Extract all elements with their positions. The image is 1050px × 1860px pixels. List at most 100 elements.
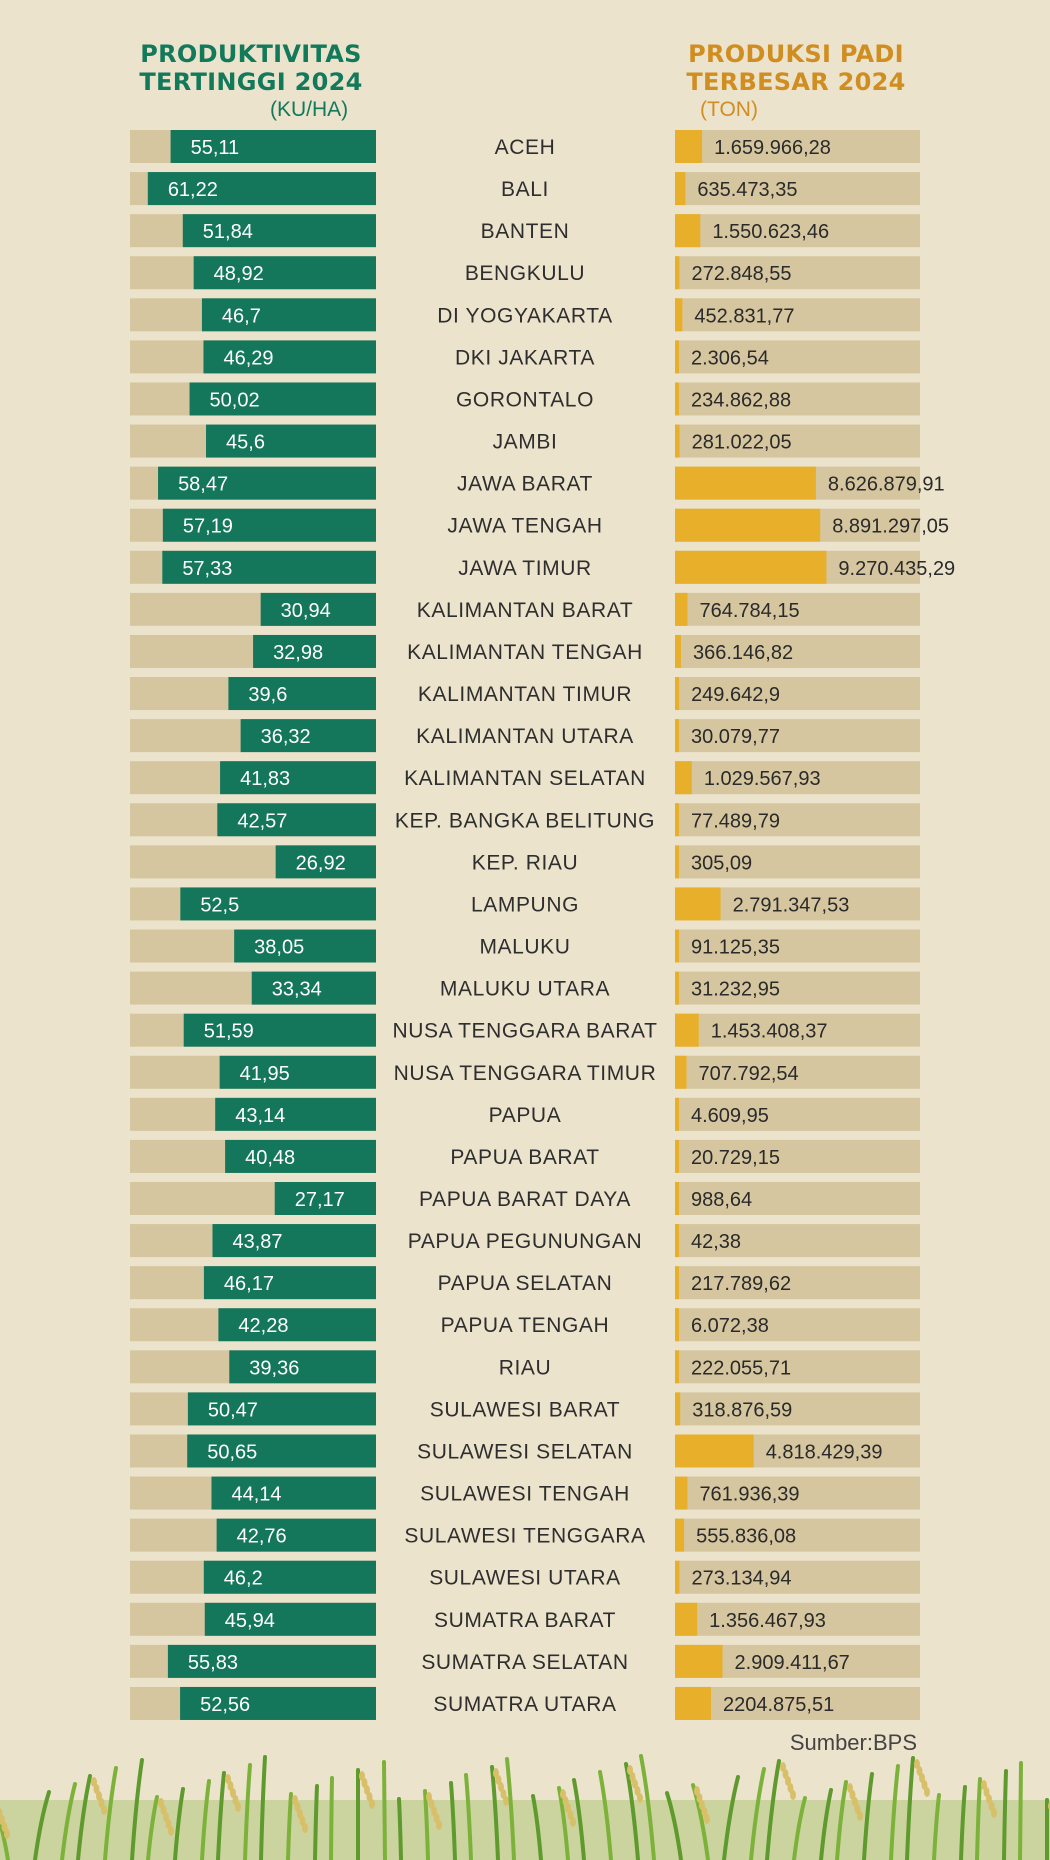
rice-leaf bbox=[313, 1784, 319, 1860]
productivity-bar-jambi bbox=[206, 424, 376, 458]
productivity-bar-kep-bangka-belitung bbox=[217, 803, 376, 837]
productivity-label-riau: 39,36 bbox=[249, 1357, 299, 1379]
production-bar-gorontalo bbox=[675, 382, 679, 416]
province-label-papua: PAPUA bbox=[489, 1104, 562, 1127]
production-track-sumatra-barat bbox=[675, 1602, 920, 1636]
productivity-bar-riau bbox=[229, 1350, 376, 1384]
productivity-title: PRODUKTIVITAS TERTINGGI 2024 bbox=[120, 40, 382, 96]
production-bar-kalimantan-timur bbox=[675, 677, 680, 711]
production-bar-papua-pegunungan bbox=[675, 1224, 679, 1258]
rice-leaf bbox=[932, 1793, 941, 1860]
production-label-kalimantan-selatan: 1.029.567,93 bbox=[704, 768, 821, 790]
productivity-bar-jawa-barat bbox=[158, 466, 376, 500]
rice-grain bbox=[101, 1805, 107, 1815]
production-label-sumatra-selatan: 2.909.411,67 bbox=[735, 1652, 850, 1674]
production-label-papua: 4.609,95 bbox=[691, 1105, 769, 1127]
rice-leaf bbox=[862, 1772, 874, 1860]
production-track-bali bbox=[675, 172, 920, 206]
production-bar-jawa-timur bbox=[675, 550, 827, 584]
productivity-label-maluku-utara: 33,34 bbox=[272, 979, 322, 1001]
production-track-banten bbox=[675, 214, 920, 248]
productivity-bar-papua-selatan bbox=[203, 1266, 376, 1300]
province-label-jambi: JAMBI bbox=[493, 431, 558, 454]
productivity-bar-gorontalo bbox=[189, 382, 376, 416]
province-label-papua-barat-daya: PAPUA BARAT DAYA bbox=[419, 1188, 631, 1211]
province-label-kalimantan-tengah: KALIMANTAN TENGAH bbox=[407, 641, 643, 664]
productivity-bar-sulawesi-barat bbox=[187, 1392, 376, 1426]
rice-leaf bbox=[531, 1794, 543, 1860]
productivity-title-line1: PRODUKTIVITAS bbox=[140, 40, 362, 68]
productivity-label-kalimantan-utara: 36,32 bbox=[261, 726, 311, 748]
productivity-label-kep-bangka-belitung: 42,57 bbox=[237, 810, 287, 832]
rice-grain bbox=[436, 1820, 442, 1830]
province-label-bali: BALI bbox=[501, 178, 549, 201]
production-bar-riau bbox=[675, 1350, 679, 1384]
production-track-aceh bbox=[675, 130, 920, 163]
rice-leaf bbox=[423, 1789, 430, 1860]
province-label-papua-tengah: PAPUA TENGAH bbox=[441, 1314, 610, 1337]
rice-leaf bbox=[173, 1787, 185, 1860]
production-title: PRODUKSI PADI TERBESAR 2024 bbox=[670, 40, 922, 96]
production-label-aceh: 1.659.966,28 bbox=[714, 137, 831, 159]
production-track-sulawesi-utara bbox=[675, 1560, 920, 1594]
rice-leaf bbox=[639, 1754, 656, 1860]
source-credit: Sumber:BPS bbox=[789, 1730, 917, 1755]
production-bar-nusa-tenggara-barat bbox=[675, 1013, 699, 1047]
production-track-gorontalo bbox=[675, 382, 920, 416]
rice-leaf bbox=[130, 1758, 144, 1860]
rice-field-illustration bbox=[0, 1754, 1050, 1860]
rice-leaf bbox=[1018, 1761, 1023, 1860]
production-label-papua-barat-daya: 988,64 bbox=[691, 1189, 752, 1211]
province-label-sumatra-utara: SUMATRA UTARA bbox=[433, 1693, 616, 1716]
production-track-kalimantan-utara bbox=[675, 719, 920, 753]
productivity-bar-kep-riau bbox=[275, 845, 376, 879]
province-label-sulawesi-tenggara: SULAWESI TENGGARA bbox=[404, 1525, 645, 1548]
production-track-riau bbox=[675, 1350, 920, 1384]
production-track-kalimantan-barat bbox=[675, 592, 920, 626]
province-label-papua-barat: PAPUA BARAT bbox=[450, 1146, 599, 1169]
production-bar-maluku-utara bbox=[675, 971, 679, 1005]
province-label-papua-pegunungan: PAPUA PEGUNUNGAN bbox=[408, 1230, 642, 1253]
productivity-label-sumatra-selatan: 55,83 bbox=[188, 1652, 238, 1674]
chart-rows: 55,11 ACEH 1.659.966,28 61,22 BALI 635.473,35… bbox=[130, 130, 955, 1720]
province-label-banten: BANTEN bbox=[481, 220, 570, 243]
productivity-label-jawa-tengah: 57,19 bbox=[183, 516, 233, 538]
productivity-label-sulawesi-utara: 46,2 bbox=[224, 1568, 263, 1590]
province-label-aceh: ACEH bbox=[495, 136, 556, 159]
province-label-papua-selatan: PAPUA SELATAN bbox=[438, 1272, 613, 1295]
rice-leaf bbox=[216, 1771, 226, 1860]
production-track-papua-barat bbox=[675, 1139, 920, 1173]
production-track-nusa-tenggara-timur bbox=[675, 1055, 920, 1089]
rice-grain bbox=[503, 1796, 509, 1806]
province-label-sumatra-selatan: SUMATRA SELATAN bbox=[421, 1651, 628, 1674]
rice-leaf bbox=[382, 1760, 387, 1860]
province-label-sumatra-barat: SUMATRA BARAT bbox=[434, 1609, 616, 1632]
production-bar-sulawesi-utara bbox=[675, 1560, 680, 1594]
production-bar-kalimantan-barat bbox=[675, 592, 688, 626]
province-label-nusa-tenggara-barat: NUSA TENGGARA BARAT bbox=[392, 1020, 657, 1043]
productivity-label-bengkulu: 48,92 bbox=[214, 263, 264, 285]
production-title-line1: PRODUKSI PADI bbox=[688, 40, 904, 68]
productivity-label-lampung: 52,5 bbox=[200, 894, 239, 916]
productivity-bar-sulawesi-selatan bbox=[187, 1434, 376, 1468]
production-bar-bengkulu bbox=[675, 256, 680, 290]
production-label-nusa-tenggara-timur: 707.792,54 bbox=[699, 1063, 799, 1085]
production-bar-jawa-barat bbox=[675, 466, 816, 500]
province-label-kalimantan-barat: KALIMANTAN BARAT bbox=[417, 599, 634, 622]
rice-leaf bbox=[749, 1767, 766, 1860]
province-label-sulawesi-barat: SULAWESI BARAT bbox=[430, 1398, 620, 1421]
rice-grain bbox=[704, 1814, 710, 1824]
production-track-papua-pegunungan bbox=[675, 1224, 920, 1258]
productivity-title-line2: TERTINGGI 2024 bbox=[139, 68, 363, 96]
productivity-label-di-yogyakarta: 46,7 bbox=[222, 305, 261, 327]
production-bar-banten bbox=[675, 214, 701, 248]
production-bar-papua-barat bbox=[675, 1139, 679, 1173]
rice-leaf bbox=[76, 1774, 92, 1860]
production-bar-papua bbox=[675, 1097, 679, 1131]
rice-grain bbox=[369, 1799, 375, 1809]
production-track-dki-jakarta bbox=[675, 340, 920, 374]
province-label-kep-bangka-belitung: KEP. BANGKA BELITUNG bbox=[395, 809, 655, 832]
productivity-bar-jawa-tengah bbox=[162, 508, 376, 542]
production-bar-bali bbox=[675, 172, 686, 206]
production-track-maluku bbox=[675, 929, 920, 963]
